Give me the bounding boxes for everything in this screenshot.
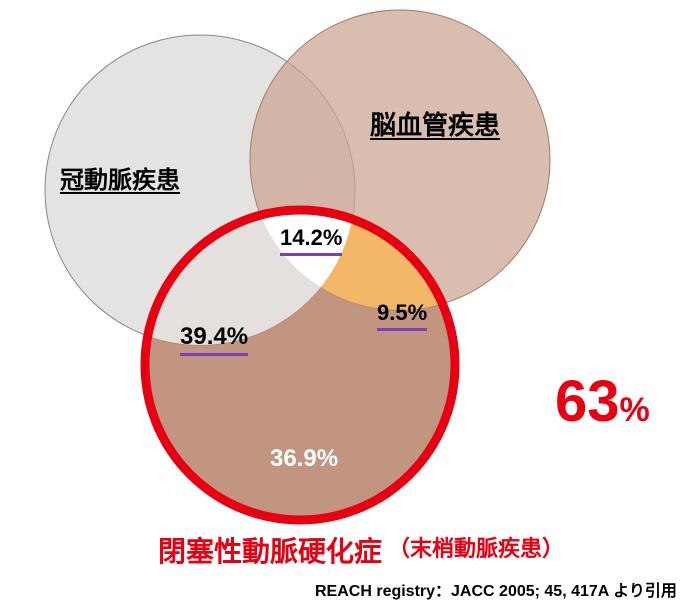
label-pad-main: 閉塞性動脈硬化症 — [158, 530, 382, 570]
pct-center: 14.2% — [280, 225, 342, 256]
venn-svg — [0, 0, 700, 600]
pct-bottom-only: 36.9% — [270, 445, 338, 473]
label-pad-sub: （末梢動脈疾患） — [388, 531, 564, 563]
pct-left-bottom: 39.4% — [180, 323, 248, 356]
pct-right-bottom: 9.5% — [377, 300, 427, 331]
label-cerebrovascular: 脳血管疾患 — [370, 105, 500, 142]
callout-total-percent: 63% — [555, 368, 650, 435]
label-coronary: 冠動脈疾患 — [60, 160, 180, 195]
citation-text: REACH registry：JACC 2005; 45, 417A より引用 — [315, 577, 677, 601]
callout-suffix: % — [620, 391, 650, 430]
venn-diagram: 冠動脈疾患 脳血管疾患 14.2% 39.4% 9.5% 36.9% 63% 閉… — [0, 0, 700, 600]
callout-number: 63 — [555, 368, 620, 435]
